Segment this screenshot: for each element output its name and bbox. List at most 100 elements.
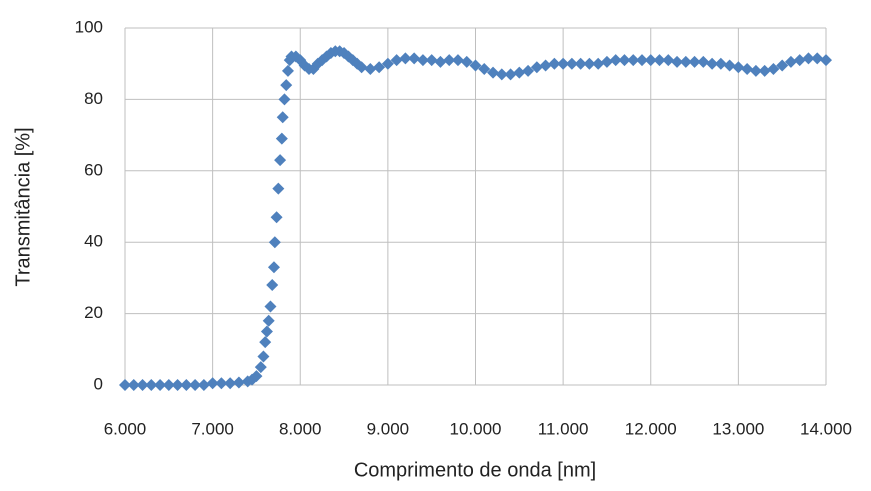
data-point	[714, 57, 727, 70]
data-point	[206, 377, 219, 390]
y-axis-title: Transmitância [%]	[12, 127, 34, 286]
data-point	[723, 59, 736, 72]
data-point	[275, 132, 288, 145]
data-point	[565, 57, 578, 70]
data-point	[270, 211, 283, 224]
data-point	[276, 111, 289, 124]
data-point	[381, 57, 394, 70]
data-point	[434, 55, 447, 68]
data-point	[254, 361, 267, 374]
data-point	[264, 300, 277, 313]
data-point	[162, 379, 175, 391]
data-point	[706, 57, 719, 70]
data-point	[171, 379, 184, 391]
data-point	[697, 55, 710, 68]
data-point	[793, 54, 806, 67]
x-axis-title: Comprimento de onda [nm]	[354, 459, 596, 481]
data-point	[802, 52, 815, 65]
data-point	[355, 61, 368, 74]
x-tick-label: 11.000	[538, 419, 589, 438]
data-point	[257, 350, 270, 363]
x-tick-label: 14.000	[800, 419, 852, 438]
data-point	[627, 54, 640, 67]
data-point	[811, 52, 824, 65]
data-point	[583, 57, 596, 70]
data-point	[272, 182, 285, 195]
x-tick-label: 6.000	[104, 419, 147, 438]
data-point	[557, 57, 570, 70]
x-tick-label: 13.000	[712, 419, 764, 438]
data-point	[215, 377, 228, 390]
data-point	[180, 379, 193, 391]
data-point	[416, 54, 429, 67]
data-point	[154, 379, 167, 391]
data-point	[259, 336, 272, 349]
data-point	[513, 66, 526, 79]
data-point	[609, 54, 622, 67]
data-point	[741, 63, 754, 76]
data-point	[504, 68, 517, 81]
data-point	[224, 377, 237, 390]
data-point	[197, 379, 210, 391]
data-point	[189, 379, 202, 391]
data-point	[539, 59, 552, 72]
data-point	[635, 54, 648, 67]
data-point	[732, 61, 745, 74]
data-point	[145, 379, 158, 391]
data-point	[127, 379, 140, 391]
data-point	[260, 325, 273, 338]
data-point	[767, 63, 780, 76]
y-tick-label: 40	[84, 232, 103, 251]
data-point	[373, 61, 386, 74]
data-point	[530, 61, 543, 74]
x-tick-label: 12.000	[625, 419, 677, 438]
data-point	[451, 54, 464, 67]
data-point	[364, 63, 377, 76]
data-point	[784, 55, 797, 68]
data-point	[522, 64, 535, 77]
data-point	[232, 376, 245, 389]
data-point	[136, 379, 149, 391]
data-point	[443, 54, 456, 67]
data-point	[820, 54, 832, 67]
data-point	[469, 59, 482, 72]
x-tick-label: 9.000	[367, 419, 410, 438]
data-point	[574, 57, 587, 70]
y-tick-label: 20	[84, 303, 103, 322]
data-point	[495, 68, 508, 81]
y-tick-label: 0	[94, 374, 103, 393]
data-point	[280, 79, 293, 92]
data-point	[653, 54, 666, 67]
x-tick-label: 10.000	[450, 419, 502, 438]
data-point	[776, 59, 789, 72]
x-tick-label: 7.000	[191, 419, 234, 438]
data-point	[460, 55, 473, 68]
y-tick-label: 60	[84, 160, 103, 179]
data-point	[618, 54, 631, 67]
data-point	[671, 55, 684, 68]
data-point	[688, 55, 701, 68]
data-point	[600, 55, 613, 68]
data-point	[679, 55, 692, 68]
data-point	[644, 54, 657, 67]
data-point	[274, 154, 287, 167]
data-point	[267, 261, 280, 274]
data-point	[390, 54, 403, 67]
data-point	[266, 279, 279, 292]
data-point	[548, 57, 561, 70]
data-point	[478, 63, 491, 76]
data-point	[262, 314, 275, 327]
data-point	[758, 64, 771, 77]
data-point	[749, 64, 762, 77]
y-tick-label: 100	[75, 17, 103, 36]
data-point	[408, 52, 421, 65]
data-point	[662, 54, 675, 67]
data-point	[119, 379, 131, 391]
data-point	[592, 57, 605, 70]
data-point	[487, 66, 500, 79]
data-point	[278, 93, 291, 106]
data-point	[425, 54, 438, 67]
data-point	[399, 52, 412, 65]
y-tick-label: 80	[84, 89, 103, 108]
